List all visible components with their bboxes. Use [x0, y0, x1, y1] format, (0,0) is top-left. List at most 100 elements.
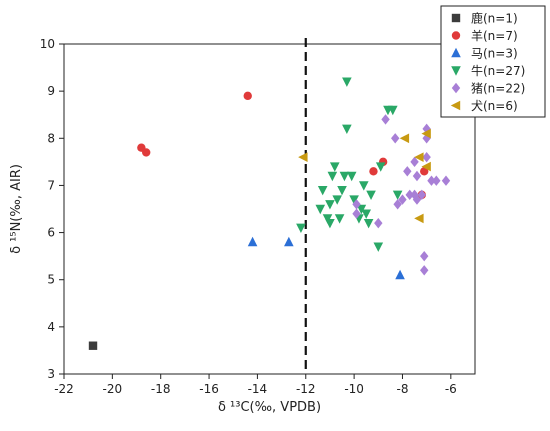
y-tick-label: 10	[40, 37, 55, 51]
data-point	[352, 208, 361, 219]
data-point	[392, 190, 403, 201]
data-point	[332, 195, 342, 205]
data-point	[373, 242, 384, 252]
y-axis-title: δ ¹⁵N(‰, AIR)	[9, 164, 24, 254]
data-point	[325, 200, 335, 210]
y-tick-label: 9	[47, 84, 55, 98]
data-point	[414, 213, 424, 224]
series-5	[352, 114, 451, 276]
data-point	[334, 214, 345, 224]
legend-label: 犬(n=6)	[471, 99, 518, 113]
data-point	[427, 175, 436, 186]
x-tick-label: -6	[445, 382, 457, 396]
data-point	[88, 341, 98, 350]
data-point	[393, 199, 402, 210]
y-tick-label: 5	[47, 273, 55, 287]
legend-marker	[451, 66, 461, 76]
x-tick-label: -10	[344, 382, 364, 396]
data-point	[298, 152, 308, 162]
legend-label: 猪(n=22)	[471, 82, 525, 96]
data-point	[399, 133, 410, 144]
data-point	[375, 162, 386, 172]
series-6	[298, 128, 431, 224]
legend: 鹿(n=1) 羊(n=7) 马(n=3) 牛(n=27) 猪(n=22) 犬(n=6)	[440, 5, 546, 118]
data-point	[414, 152, 424, 162]
legend-marker	[451, 13, 461, 23]
data-point	[410, 156, 419, 168]
x-tick-label: -14	[248, 382, 268, 396]
x-tick-label: -20	[103, 382, 123, 396]
legend-label: 羊(n=7)	[471, 28, 518, 43]
data-point	[339, 171, 350, 182]
legend-marker	[451, 47, 461, 58]
x-tick-label: -18	[151, 382, 171, 396]
data-point	[374, 217, 383, 229]
legend-box	[440, 5, 546, 118]
plot-border	[63, 43, 476, 375]
legend-label: 鹿(n=1)	[471, 11, 518, 26]
data-point	[432, 175, 441, 186]
x-tick-label: -8	[396, 382, 408, 396]
y-tick-label: 8	[47, 131, 55, 145]
data-point	[417, 189, 427, 201]
data-point	[403, 166, 412, 177]
data-point	[363, 218, 374, 229]
data-point	[361, 209, 372, 219]
series-4	[296, 77, 403, 252]
data-point	[420, 265, 429, 276]
data-point	[317, 185, 328, 196]
data-point	[391, 133, 400, 144]
data-point	[421, 161, 431, 172]
series-3	[247, 236, 405, 280]
legend-marker	[451, 82, 461, 94]
data-point	[421, 128, 431, 139]
data-point	[142, 148, 151, 157]
x-tick-label: -12	[296, 382, 316, 396]
y-tick-label: 7	[47, 178, 55, 192]
data-point	[325, 218, 335, 229]
data-point	[388, 105, 398, 116]
data-point	[322, 214, 333, 224]
data-point	[346, 171, 357, 182]
legend-marker	[451, 31, 461, 40]
data-point	[284, 236, 294, 247]
data-point	[358, 181, 369, 191]
data-point	[412, 170, 422, 182]
legend-label: 牛(n=27)	[471, 63, 525, 78]
x-tick-label: -16	[199, 382, 219, 396]
data-point	[366, 190, 376, 201]
series-1	[88, 341, 98, 350]
data-points	[88, 77, 451, 350]
data-point	[405, 189, 414, 201]
data-point	[247, 236, 258, 247]
data-point	[395, 269, 405, 280]
data-point	[296, 223, 306, 234]
plot-frame	[63, 43, 476, 375]
data-point	[315, 204, 326, 215]
data-point	[420, 250, 429, 262]
data-point	[356, 204, 367, 215]
data-point	[329, 162, 340, 172]
y-axis-ticks: 3 4 5 6 7 8 9 10	[40, 37, 64, 381]
legend-marker	[450, 100, 461, 111]
y-tick-label: 6	[47, 226, 55, 240]
data-point	[349, 195, 359, 205]
data-point	[398, 194, 407, 205]
data-point	[422, 151, 431, 163]
data-point	[352, 199, 361, 210]
legend-label: 马(n=3)	[471, 47, 518, 61]
data-point	[381, 114, 390, 125]
x-axis-title: δ ¹³C(‰, VPDB)	[218, 400, 321, 415]
y-tick-label: 3	[47, 367, 55, 381]
data-point	[369, 167, 378, 176]
data-point	[420, 167, 429, 176]
data-point	[412, 194, 422, 205]
x-tick-label: -22	[54, 382, 74, 396]
data-point	[441, 175, 451, 186]
data-point	[342, 124, 352, 135]
y-tick-label: 4	[47, 320, 55, 334]
data-point	[342, 77, 352, 87]
data-point	[327, 171, 338, 182]
data-point	[243, 91, 252, 101]
